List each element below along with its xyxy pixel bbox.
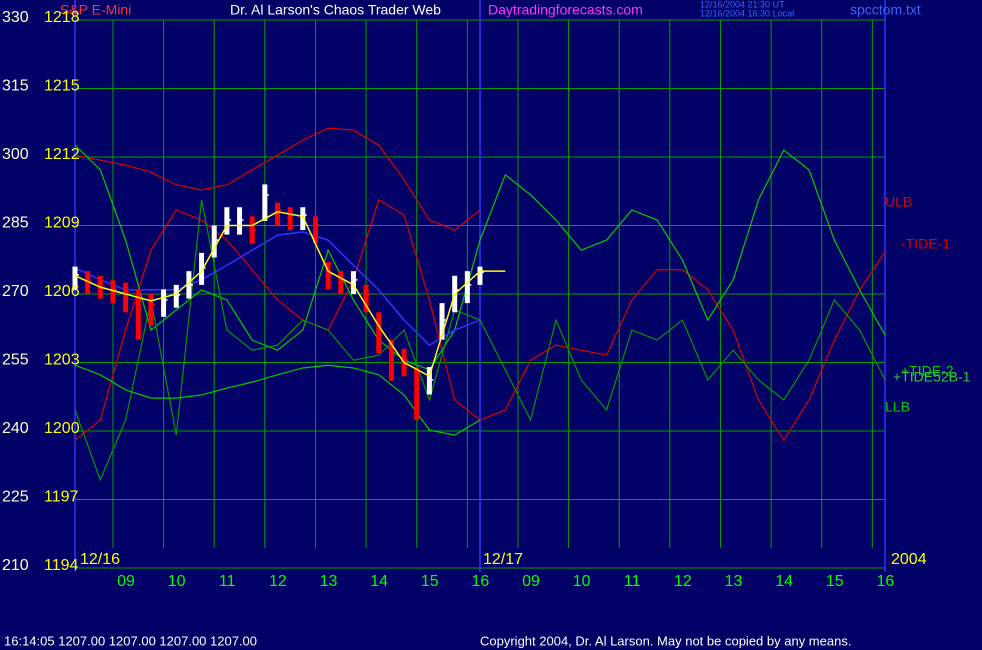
price-bar xyxy=(148,294,154,326)
y-tick-label: 285 xyxy=(2,215,29,232)
price-bar xyxy=(350,271,356,294)
instrument: S&P E-Mini xyxy=(60,2,131,18)
date-label: 2004 xyxy=(891,551,927,568)
y2-tick-label: 1209 xyxy=(44,215,80,232)
x-tick-label: 10 xyxy=(573,573,591,590)
x-tick-label: 13 xyxy=(320,573,338,590)
site: Daytradingforecasts.com xyxy=(488,2,643,18)
chart-title: Dr. Al Larson's Chaos Trader Web xyxy=(230,2,441,18)
status: 16:14:05 1207.00 1207.00 1207.00 1207.00 xyxy=(4,633,257,648)
legend-label: ULB xyxy=(885,194,912,210)
price-bar xyxy=(426,367,432,395)
price-bar xyxy=(439,303,445,340)
x-tick-label: 14 xyxy=(370,573,388,590)
price-bar xyxy=(72,266,78,290)
legend-label: -TIDE-1 xyxy=(901,236,950,252)
x-tick-label: 11 xyxy=(624,573,641,590)
date-label: 12/17 xyxy=(483,551,523,568)
copyright: Copyright 2004, Dr. Al Larson. May not b… xyxy=(480,633,851,648)
y2-tick-label: 1200 xyxy=(44,420,80,437)
x-tick-label: 09 xyxy=(117,573,135,590)
legend-label: +TIDE52B-1 xyxy=(893,369,971,385)
price-bar xyxy=(338,271,344,294)
x-tick-label: 16 xyxy=(876,573,894,590)
series-line xyxy=(74,231,481,347)
price-bar xyxy=(376,312,382,354)
x-tick-label: 15 xyxy=(826,573,844,590)
timestamp: 12/16/2004 21:30 UT xyxy=(700,0,785,9)
x-tick-label: 09 xyxy=(522,573,540,590)
plot xyxy=(72,127,886,482)
price-bar xyxy=(199,252,205,285)
price-bar xyxy=(237,207,243,235)
price-bar xyxy=(312,216,318,244)
date-label: 12/16 xyxy=(80,551,120,568)
x-tick-label: 11 xyxy=(219,573,236,590)
x-tick-label: 10 xyxy=(168,573,186,590)
y-tick-label: 330 xyxy=(2,9,29,26)
price-bar xyxy=(110,280,116,304)
series-line xyxy=(74,144,886,371)
price-bar xyxy=(287,207,293,231)
y2-tick-label: 1197 xyxy=(44,489,79,506)
price-bar xyxy=(414,367,420,421)
file-name: spcctom.txt xyxy=(850,2,921,18)
y-tick-label: 210 xyxy=(2,557,29,574)
price-bar xyxy=(224,207,230,235)
y-tick-label: 270 xyxy=(2,283,29,300)
y2-tick-label: 1218 xyxy=(44,9,80,26)
price-bar xyxy=(388,339,394,381)
price-bar xyxy=(275,202,280,226)
x-tick-label: 12 xyxy=(674,573,692,590)
price-bar xyxy=(363,284,369,313)
series-line xyxy=(74,211,506,378)
x-tick-label: 15 xyxy=(421,573,439,590)
x-tick-label: 16 xyxy=(471,573,489,590)
price-bar xyxy=(123,282,129,313)
price-bar xyxy=(262,184,268,221)
x-tick-label: 14 xyxy=(775,573,793,590)
y-tick-label: 315 xyxy=(2,78,29,95)
y2-tick-label: 1212 xyxy=(44,146,80,163)
y-tick-label: 240 xyxy=(2,420,29,437)
price-bar xyxy=(135,289,141,340)
y2-tick-label: 1206 xyxy=(44,283,80,300)
price-bar xyxy=(161,289,167,317)
price-bar xyxy=(464,271,470,304)
price-bar xyxy=(211,225,217,258)
price-bar xyxy=(85,271,91,294)
y-tick-label: 225 xyxy=(2,489,29,506)
y2-tick-label: 1194 xyxy=(44,557,79,574)
legend-label: LLB xyxy=(885,399,910,415)
y-tick-label: 255 xyxy=(2,352,29,369)
x-tick-label: 13 xyxy=(725,573,743,590)
x-tick-label: 12 xyxy=(269,573,287,590)
y2-tick-label: 1203 xyxy=(44,352,80,369)
series-line xyxy=(74,127,481,231)
price-bar xyxy=(325,262,331,290)
timestamp: 12/16/2004 16:30 Local xyxy=(700,8,794,18)
price-bar xyxy=(300,207,306,231)
price-bar xyxy=(173,284,179,308)
price-bar xyxy=(477,266,483,285)
y2-tick-label: 1215 xyxy=(44,78,80,95)
legend-label: +TIDE-2 xyxy=(901,363,954,379)
series-line xyxy=(74,364,481,436)
y-tick-label: 300 xyxy=(2,146,29,163)
